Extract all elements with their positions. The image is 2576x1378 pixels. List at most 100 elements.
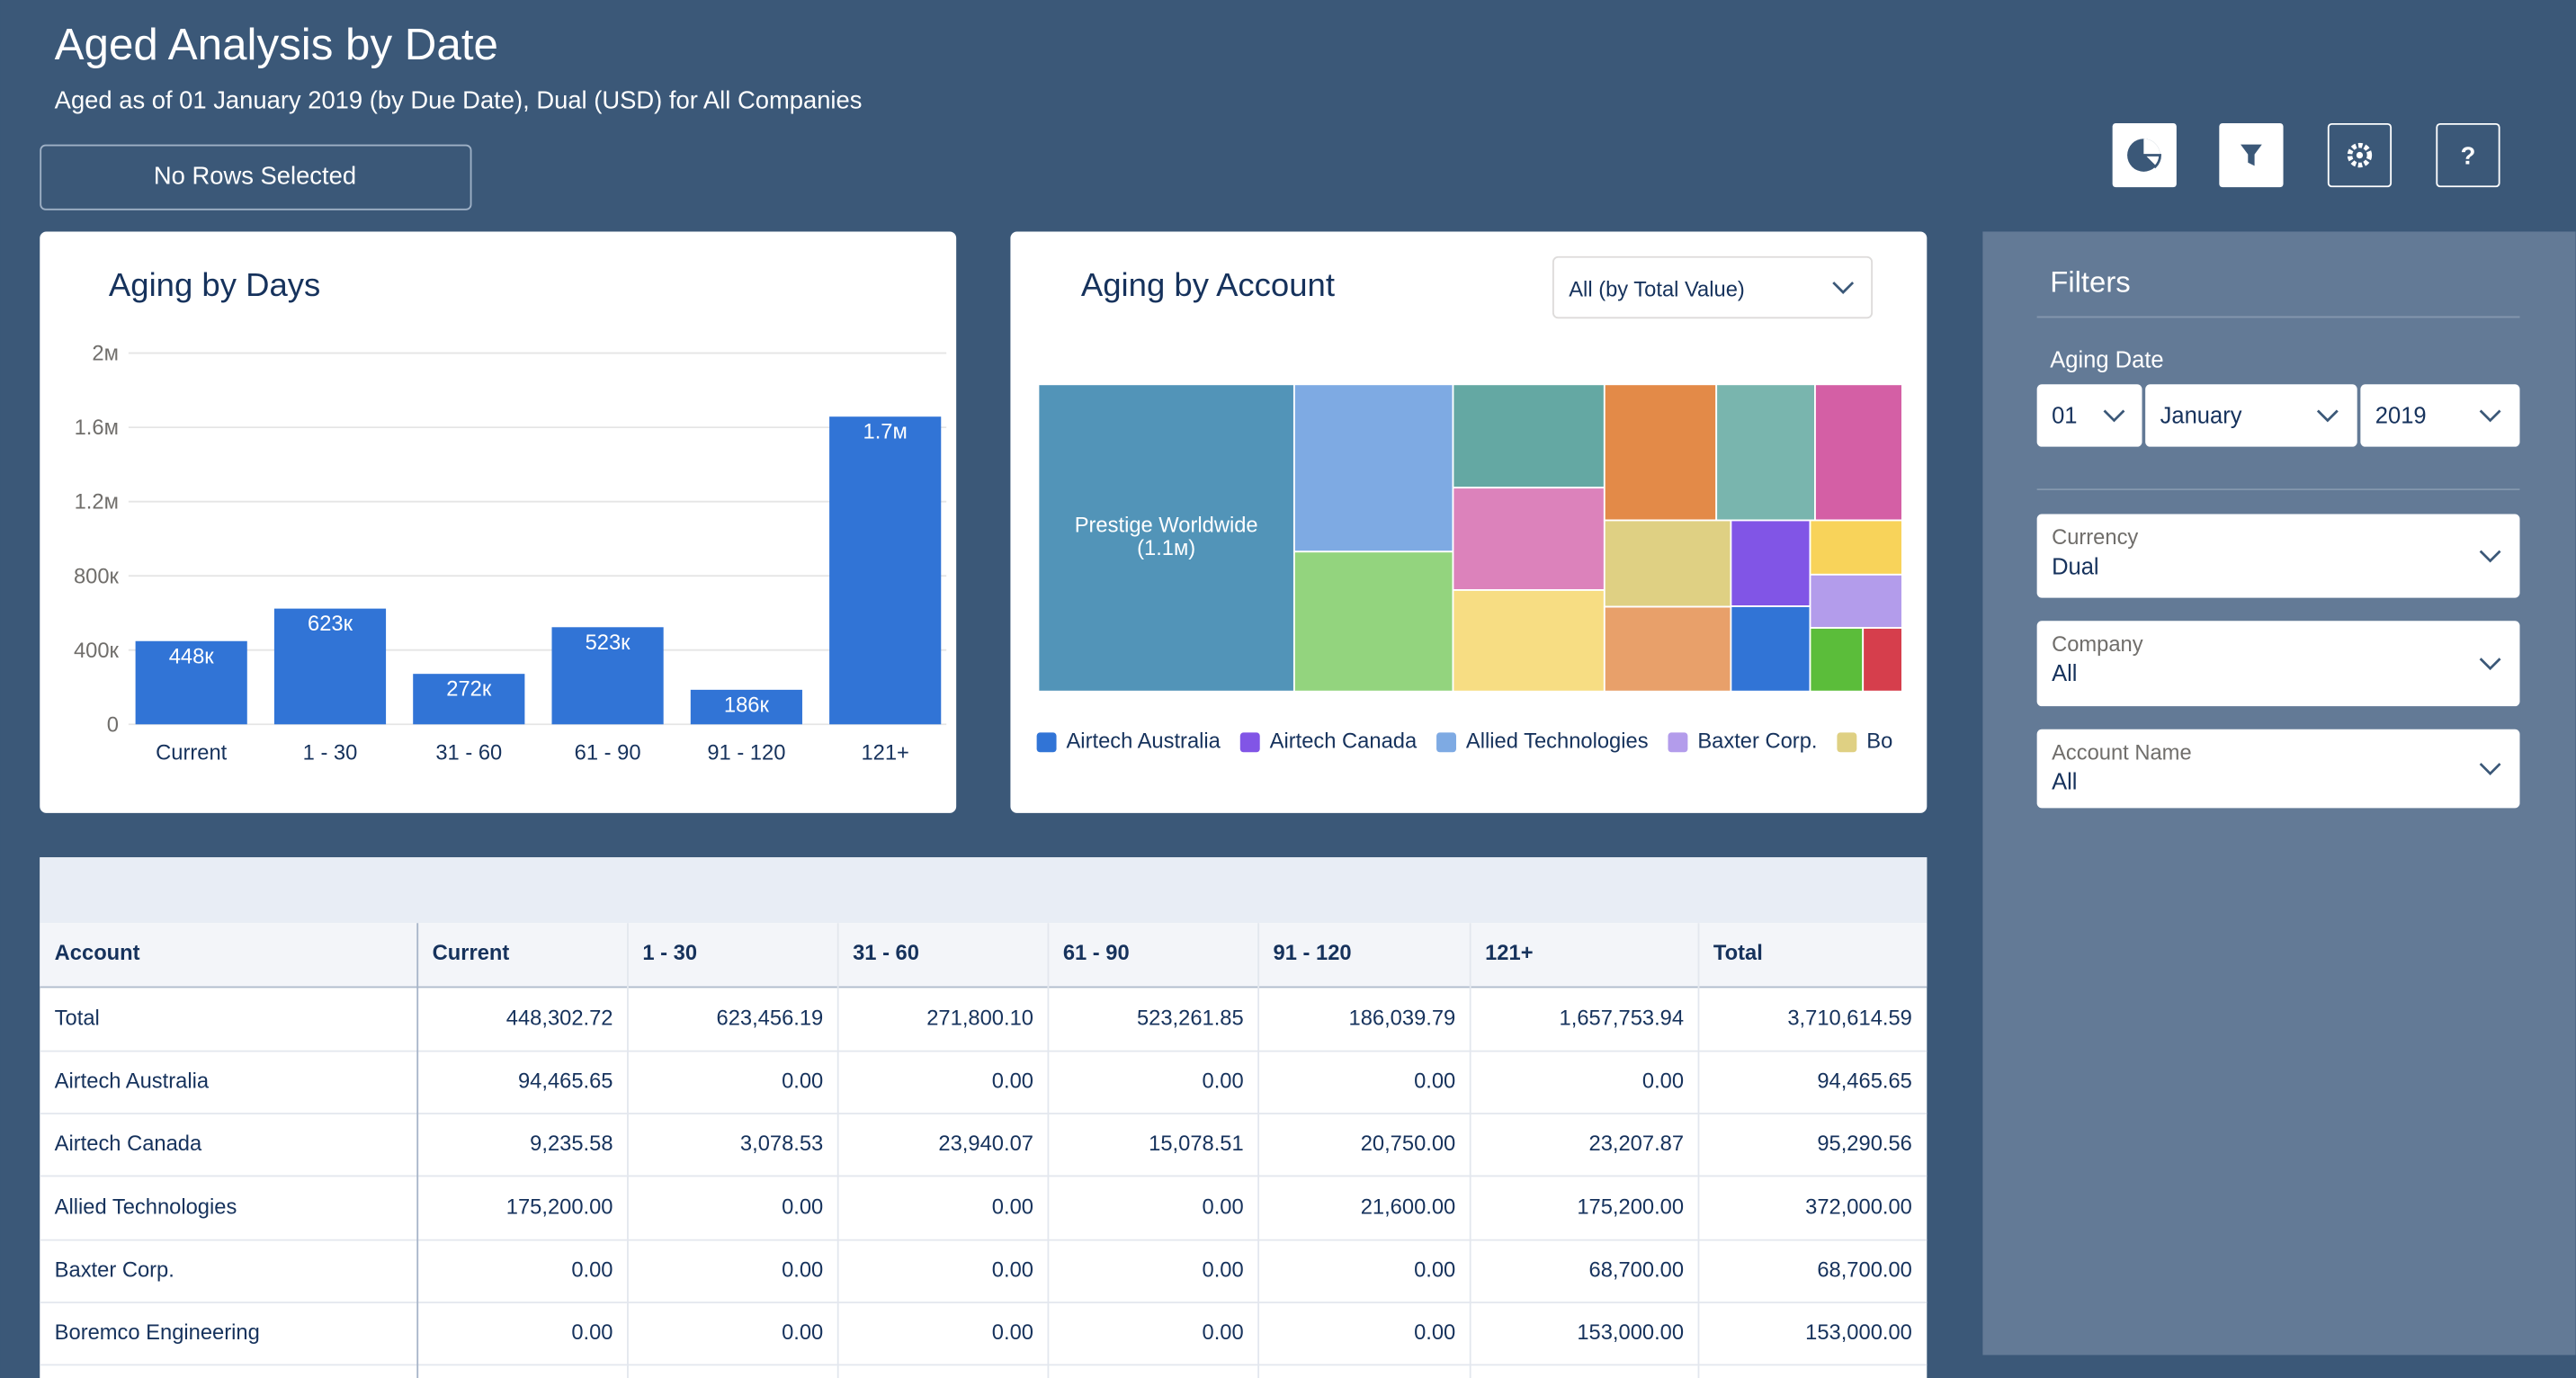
y-tick-label: 0 — [107, 713, 119, 737]
page-title: Aged Analysis by Date — [55, 20, 498, 69]
column-header: 1 - 30 — [642, 942, 697, 965]
chevron — [2479, 409, 2501, 423]
treemap-cell — [1452, 589, 1606, 693]
amount-cell: 0.00 — [1414, 1070, 1455, 1094]
treemap-cell — [1603, 383, 1718, 522]
column-header: Total — [1713, 942, 1763, 965]
treemap-cell — [1715, 383, 1816, 522]
amount-cell: 0.00 — [782, 1259, 823, 1283]
x-tick-label: 121+ — [861, 741, 908, 765]
treemap-cell — [1603, 605, 1732, 693]
account-cell: Boremco Engineering — [55, 1321, 260, 1345]
amount-cell: 94,465.65 — [1817, 1070, 1912, 1094]
bar — [135, 640, 247, 725]
filter-select[interactable] — [2036, 729, 2520, 809]
chart-toggle-button[interactable] — [2112, 122, 2177, 188]
help-button[interactable] — [2436, 122, 2500, 188]
amount-cell: 3,710,614.59 — [1787, 1007, 1912, 1030]
legend-swatch — [1036, 732, 1057, 753]
amount-cell: 1,657,753.94 — [1560, 1007, 1685, 1030]
amount-cell: 0.00 — [782, 1070, 823, 1094]
filter-fields: Currency Dual Company All Account Name All — [2036, 514, 2520, 809]
amount-cell: 0.00 — [1414, 1321, 1455, 1345]
treemap-dropdown[interactable] — [1552, 255, 1874, 319]
data-table: Account Current 1 - 30 31 - 60 61 - 90 91 - 1… — [40, 857, 1928, 1378]
amount-cell: 0.00 — [782, 1321, 823, 1345]
bar-value-label: 623к — [308, 613, 353, 636]
amount-cell: 0.00 — [1203, 1259, 1244, 1283]
chevron — [2316, 409, 2339, 423]
legend: Airtech Australia Airtech Canada Allied Te… — [1036, 730, 1892, 754]
amount-cell: 94,465.65 — [518, 1070, 613, 1094]
column-header: 31 - 60 — [853, 942, 919, 965]
treemap-cell — [1037, 383, 1295, 693]
bar — [829, 416, 942, 725]
year-select[interactable] — [2360, 384, 2520, 447]
legend-label: Airtech Canada — [1270, 730, 1418, 754]
table-toolbar — [40, 857, 1928, 924]
treemap-cell — [1862, 627, 1903, 693]
amount-cell: 68,700.00 — [1589, 1259, 1685, 1283]
amount-cell: 0.00 — [1203, 1195, 1244, 1219]
amount-cell: 0.00 — [571, 1259, 613, 1283]
settings-button[interactable] — [2327, 122, 2393, 188]
legend-label: Bo — [1866, 730, 1892, 754]
x-tick-label: 91 - 120 — [707, 741, 785, 765]
treemap-cell — [1452, 383, 1606, 489]
treemap-cell — [1452, 487, 1606, 591]
treemap-cell — [1814, 383, 1903, 522]
column-header: Account — [55, 942, 140, 965]
amount-cell: 15,078.51 — [1149, 1132, 1244, 1156]
chevron — [2103, 409, 2125, 423]
y-tick-label: 1.2м — [75, 491, 119, 515]
amount-cell: 271,800.10 — [926, 1007, 1033, 1030]
legend-swatch — [1837, 732, 1857, 753]
selection-button[interactable] — [40, 144, 472, 210]
day-select[interactable] — [2036, 384, 2142, 447]
amount-cell: 0.00 — [992, 1195, 1033, 1219]
amount-cell: 448,302.72 — [506, 1007, 613, 1030]
amount-cell: 23,940.07 — [938, 1132, 1033, 1156]
amount-cell: 20,750.00 — [1361, 1132, 1456, 1156]
cell-value-label: (1.1м) — [1137, 537, 1195, 560]
y-tick-label: 2м — [92, 343, 119, 366]
legend-label: Baxter Corp. — [1697, 730, 1817, 754]
cell-label: Prestige Worldwide — [1075, 514, 1258, 537]
filter-select[interactable] — [2036, 514, 2520, 598]
amount-cell: 0.00 — [992, 1259, 1033, 1283]
chevron — [2479, 763, 2501, 775]
dropdown-value: All (by Total Value) — [1569, 278, 1745, 301]
y-tick-label: 1.6м — [75, 416, 119, 440]
bar-value-label: 448к — [169, 645, 215, 668]
filter-field-value: All — [2052, 770, 2077, 795]
filter-button[interactable] — [2219, 122, 2284, 188]
amount-cell: 175,200.00 — [506, 1195, 613, 1219]
legend-swatch — [1436, 732, 1456, 753]
bar-value-label: 272к — [446, 678, 492, 702]
filter-select[interactable] — [2036, 621, 2520, 707]
month-value: January — [2160, 404, 2242, 429]
account-cell: Allied Technologies — [55, 1195, 237, 1219]
column-header: 91 - 120 — [1274, 942, 1352, 965]
account-cell: Airtech Canada — [55, 1132, 202, 1156]
column-header: 121+ — [1485, 942, 1533, 965]
amount-cell: 0.00 — [992, 1070, 1033, 1094]
table-header — [40, 923, 1928, 988]
x-tick-label: 1 - 30 — [303, 741, 358, 765]
treemap-cell — [1809, 627, 1865, 693]
chart-title: Aging by Days — [109, 266, 320, 303]
help-label: ? — [2461, 142, 2476, 170]
treemap-cell — [1730, 519, 1811, 607]
filter-label: Aging Date — [2050, 347, 2163, 372]
bar — [551, 627, 664, 725]
month-select[interactable] — [2145, 384, 2357, 447]
chevron — [2479, 550, 2501, 563]
amount-cell: 23,207.87 — [1589, 1132, 1685, 1156]
amount-cell: 9,235.58 — [530, 1132, 613, 1156]
treemap-cell — [1730, 605, 1811, 693]
x-tick-label: 31 - 60 — [435, 741, 502, 765]
bar-card — [40, 231, 957, 813]
column-header: Current — [433, 942, 510, 965]
